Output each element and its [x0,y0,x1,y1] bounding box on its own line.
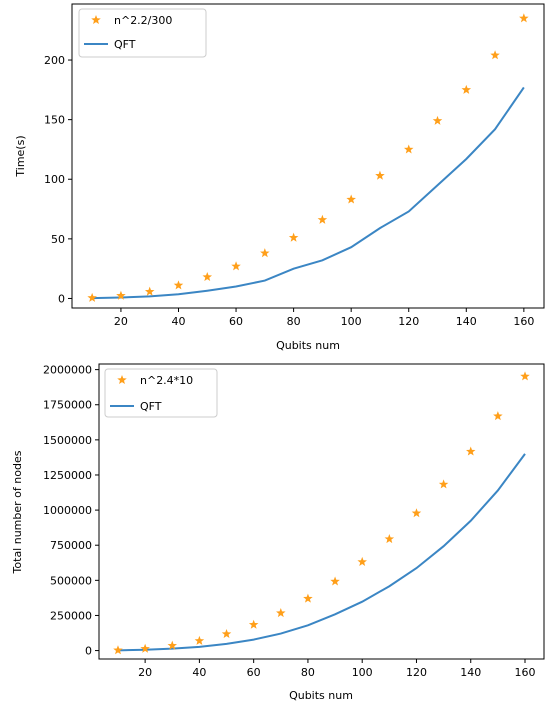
y-tick-label: 50 [51,233,65,246]
scatter-star-point [403,144,414,154]
legend-label-line: QFT [140,400,162,413]
x-tick-label: 160 [513,315,534,328]
scatter-star-point [231,261,241,271]
legend-star-marker [91,15,101,25]
series-layer [87,13,529,302]
scatter-star-point [465,446,476,456]
x-tick-label: 140 [456,315,477,328]
x-tick-label: 120 [398,315,419,328]
legend-box [78,8,207,58]
x-axis: 20 40 60 80 100 120 140 160 [138,659,536,679]
scatter-star-point [116,290,126,300]
x-axis: 20 40 60 80 100 120 140 160 [114,308,534,328]
x-tick-label: 100 [352,666,373,679]
x-tick-label: 100 [341,315,362,328]
scatter-star-point [375,170,385,180]
scatter-star-point [346,194,356,204]
qft-series-line [92,86,525,300]
x-tick-label: 80 [287,315,301,328]
legend-label-scatter: n^2.4*10 [140,374,193,387]
scatter-star-point [520,371,530,381]
x-axis-label: Qubits num [289,689,353,702]
legend-star-shape [117,375,127,385]
scatter-star-point [194,635,205,645]
x-tick-label: 160 [515,666,536,679]
scatter-star-point [288,232,299,242]
x-axis-label: Qubits num [276,339,340,352]
x-tick-label: 40 [192,666,206,679]
x-tick-label: 120 [406,666,427,679]
scatter-star-point [303,593,313,603]
scatter-star-point [461,84,472,94]
y-axis-label: Total number of nodes [11,450,24,574]
y-tick-label: 750000 [50,539,92,552]
y-tick-label: 1000000 [43,504,92,517]
legend: n^2.2/300 QFT [78,8,207,58]
nodes-chart: 20 40 60 80 100 120 140 160 0 250000 500000 750000… [11,363,545,702]
y-tick-label: 100 [44,173,65,186]
y-axis-label: Time(s) [14,135,27,177]
x-tick-label: 20 [114,315,128,328]
x-tick-label: 20 [138,666,152,679]
scatter-star-point [260,248,270,258]
scatter-star-point [330,576,340,586]
legend-entry-line: QFT [84,38,136,51]
y-tick-label: 0 [58,292,65,305]
y-tick-label: 200 [44,54,65,67]
legend: n^2.4*10 QFT [104,368,218,418]
scatter-star-point [202,272,213,282]
scatter-star-point [432,115,443,125]
time-chart: 20 40 60 80 100 120 140 160 0 50 100 150 200 Qubits… [14,3,545,352]
scatter-star-point [438,479,449,489]
plot-area-frame [98,363,545,660]
x-tick-label: 80 [301,666,315,679]
scatter-star-point [113,645,123,655]
y-tick-label: 500000 [50,574,92,587]
legend-entry-scatter: n^2.4*10 [117,374,193,387]
y-tick-label: 2000000 [43,364,92,377]
legend-label-line: QFT [114,38,136,51]
x-tick-label: 140 [460,666,481,679]
x-tick-label: 60 [229,315,243,328]
y-tick-label: 150 [44,114,65,127]
y-axis: 0 250000 500000 750000 1000000 1250000 1500000… [43,364,99,658]
y-tick-label: 1500000 [43,434,92,447]
scatter-star-point [276,608,286,618]
scatter-star-point [490,50,500,60]
scatter-star-point [317,214,328,224]
scatter-star-point [493,411,503,421]
scatter-star-point [248,619,259,629]
legend-entry-line: QFT [110,400,162,413]
scatter-star-point [167,640,178,650]
x-tick-label: 60 [247,666,261,679]
scatter-star-point [519,13,529,23]
scatter-star-point [144,286,155,296]
legend-entry-scatter: n^2.2/300 [91,14,172,27]
scatter-star-point [357,556,367,566]
scatter-star-point [140,643,150,653]
y-tick-label: 0 [85,645,92,658]
x-tick-label: 40 [171,315,185,328]
y-tick-label: 250000 [50,609,92,622]
y-axis: 0 50 100 150 200 [44,54,72,305]
y-tick-label: 1250000 [43,469,92,482]
qft-series-line [117,453,526,652]
scatter-star-point [221,629,232,639]
scatter-star-point [173,280,184,290]
scatter-star-point [87,292,97,302]
legend-star-marker [117,375,127,385]
y-tick-label: 1750000 [43,399,92,412]
plot-area-frame [71,3,545,309]
series-layer [113,371,530,655]
legend-label-scatter: n^2.2/300 [114,14,172,27]
scatter-star-point [384,534,395,544]
legend-star-shape [91,15,101,25]
scatter-star-point [411,508,422,518]
